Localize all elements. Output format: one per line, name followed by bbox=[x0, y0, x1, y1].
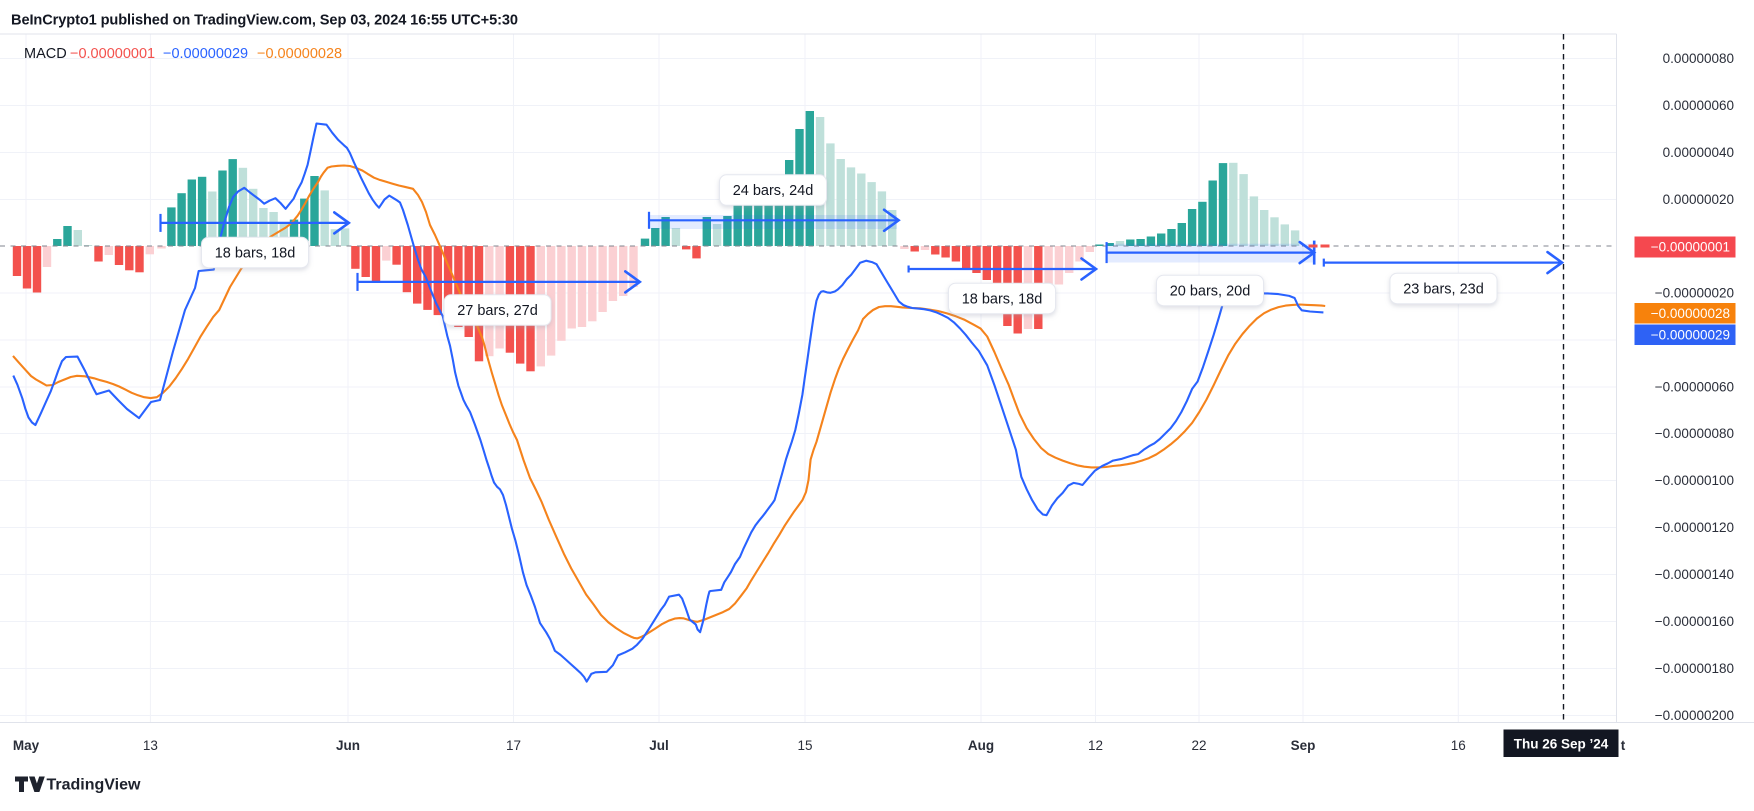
svg-text:−0.00000060: −0.00000060 bbox=[1655, 380, 1734, 395]
svg-text:Thu 26 Sep ’24: Thu 26 Sep ’24 bbox=[1514, 737, 1609, 752]
svg-text:MACD: MACD bbox=[24, 46, 67, 62]
svg-text:0.00000060: 0.00000060 bbox=[1663, 98, 1734, 113]
svg-text:27 bars, 27d: 27 bars, 27d bbox=[457, 303, 538, 319]
svg-text:23 bars, 23d: 23 bars, 23d bbox=[1403, 282, 1484, 298]
svg-text:Aug: Aug bbox=[968, 738, 994, 753]
svg-text:−0.00000140: −0.00000140 bbox=[1655, 567, 1734, 582]
svg-text:−0.00000020: −0.00000020 bbox=[1655, 286, 1734, 301]
svg-text:0.00000040: 0.00000040 bbox=[1663, 145, 1734, 160]
svg-text:−0.00000001: −0.00000001 bbox=[70, 46, 155, 62]
svg-text:TradingView: TradingView bbox=[47, 777, 142, 794]
svg-text:13: 13 bbox=[143, 738, 158, 753]
svg-text:BeInCrypto1 published on Tradi: BeInCrypto1 published on TradingView.com… bbox=[11, 13, 518, 29]
svg-text:−0.00000029: −0.00000029 bbox=[1651, 327, 1730, 342]
svg-text:−0.00000001: −0.00000001 bbox=[1651, 240, 1730, 255]
svg-text:Jul: Jul bbox=[649, 738, 669, 753]
svg-text:Sep: Sep bbox=[1291, 738, 1316, 753]
svg-text:Jun: Jun bbox=[336, 738, 360, 753]
svg-text:24 bars, 24d: 24 bars, 24d bbox=[733, 183, 814, 199]
svg-text:−0.00000120: −0.00000120 bbox=[1655, 520, 1734, 535]
svg-text:0.00000020: 0.00000020 bbox=[1663, 192, 1734, 207]
svg-text:0.00000080: 0.00000080 bbox=[1663, 51, 1734, 66]
svg-text:16: 16 bbox=[1451, 738, 1466, 753]
svg-text:−0.00000180: −0.00000180 bbox=[1655, 661, 1734, 676]
svg-text:−0.00000100: −0.00000100 bbox=[1655, 473, 1734, 488]
svg-text:−0.00000028: −0.00000028 bbox=[257, 46, 342, 62]
svg-text:−0.00000080: −0.00000080 bbox=[1655, 426, 1734, 441]
svg-text:17: 17 bbox=[506, 738, 521, 753]
svg-text:15: 15 bbox=[797, 738, 812, 753]
svg-text:18 bars, 18d: 18 bars, 18d bbox=[215, 246, 296, 262]
svg-text:−0.00000028: −0.00000028 bbox=[1651, 306, 1730, 321]
svg-text:12: 12 bbox=[1088, 738, 1103, 753]
svg-text:20 bars, 20d: 20 bars, 20d bbox=[1170, 284, 1251, 300]
svg-text:−0.00000029: −0.00000029 bbox=[163, 46, 248, 62]
svg-text:t: t bbox=[1621, 738, 1626, 753]
svg-text:May: May bbox=[13, 738, 40, 753]
svg-text:18 bars, 18d: 18 bars, 18d bbox=[962, 292, 1043, 308]
svg-text:−0.00000200: −0.00000200 bbox=[1655, 708, 1734, 723]
svg-text:−0.00000160: −0.00000160 bbox=[1655, 614, 1734, 629]
svg-text:22: 22 bbox=[1191, 738, 1206, 753]
